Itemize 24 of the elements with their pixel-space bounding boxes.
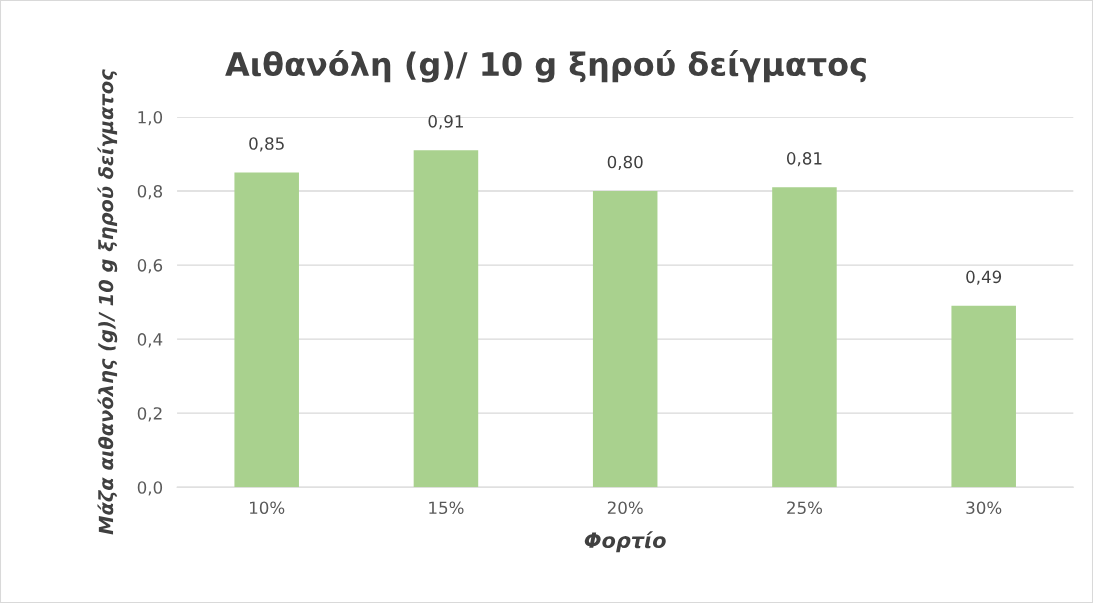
bar [413,150,479,488]
y-tick-label: 0,2 [137,407,162,422]
bar [234,172,299,488]
y-tick-label: 0,6 [137,259,163,274]
y-tick-label: 0,4 [137,333,163,348]
y-tick-label: 0,8 [137,184,163,200]
x-tick-label: 25% [787,501,823,515]
data-label: 0,85 [249,137,284,152]
y-tick-label: 1,0 [138,110,163,126]
data-label: 0,80 [607,155,643,171]
bar [951,305,1016,488]
data-label: 0,81 [786,152,822,167]
data-label: 0,91 [428,115,463,130]
data-label: 0,49 [966,270,1002,285]
x-tick-label: 30% [966,501,1002,515]
x-axis-title: Φορτίο [584,531,666,553]
bar [592,191,658,488]
bar [772,187,837,488]
chart-title: Αιθανόλη (g)/ 10 g ξηρού δείγματος [225,50,866,83]
x-tick-label: 10% [250,501,285,515]
y-axis-title: Μάζα αιθανόλης (g)/ 10 g ξηρού δείγματος [97,69,118,535]
x-tick-label: 20% [607,501,643,515]
x-tick-label: 15% [429,501,464,515]
y-tick-label: 0,0 [137,481,163,496]
